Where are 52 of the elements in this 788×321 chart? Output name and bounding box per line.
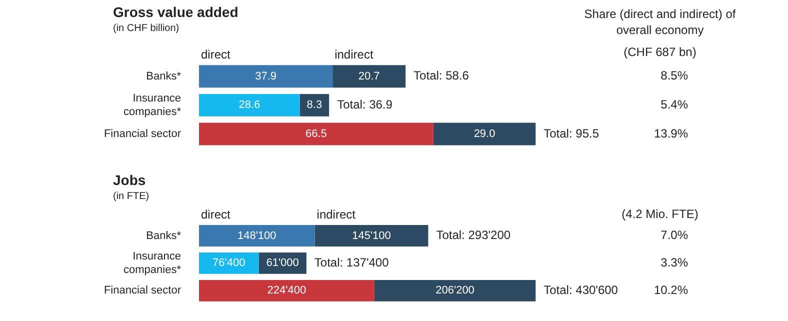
bar — [199, 65, 333, 88]
text: (4.2 Mio. FTE) — [620, 206, 700, 222]
data-label: 224'400 — [267, 284, 306, 297]
bar — [199, 122, 434, 146]
bar — [199, 252, 259, 274]
total-label: Total: 36.9 — [337, 98, 393, 112]
text: Share (direct and indirect) of overall economy — [583, 6, 737, 38]
bar — [433, 122, 536, 146]
data-label: 61'000 — [266, 257, 299, 270]
total-label: Total: 430'600 — [544, 282, 618, 297]
data-label: 8.3 — [306, 99, 322, 112]
data-label: 20.7 — [358, 70, 380, 82]
data-label: 66.5 — [305, 128, 327, 140]
y-tick-label: Financial sector — [104, 128, 182, 140]
text: 5.4% — [660, 98, 688, 112]
y-tick-label: Banks* — [146, 70, 182, 82]
bar — [199, 280, 374, 302]
bar — [314, 225, 428, 246]
bar — [374, 280, 536, 302]
text: 10.2% — [654, 282, 688, 297]
total-label: Total: 58.6 — [414, 68, 470, 83]
series-label: direct — [201, 47, 232, 62]
data-label: 29.0 — [474, 128, 496, 140]
y-tick-label: Financial sector — [104, 284, 182, 297]
series-label: direct — [201, 207, 232, 222]
bar — [199, 94, 300, 116]
y-tick-label: Insurance companies* — [124, 92, 182, 118]
text: 8.5% — [660, 68, 688, 83]
text: 13.9% — [654, 126, 688, 140]
bar — [300, 94, 330, 116]
chart-title: Jobs — [113, 172, 146, 188]
series-label: indirect — [316, 207, 356, 222]
text: (CHF 687 bn) — [622, 44, 698, 60]
series-label: indirect — [334, 47, 374, 62]
text: 7.0% — [660, 228, 688, 242]
y-tick-label: Banks* — [146, 230, 182, 242]
total-label: Total: 137'400 — [314, 256, 390, 270]
data-label: 145'100 — [352, 230, 391, 242]
data-label: 37.9 — [255, 70, 277, 82]
text: 3.3% — [660, 256, 688, 270]
chart-subtitle: (in CHF billion) — [113, 23, 180, 34]
bar — [332, 65, 406, 88]
total-label: Total: 293'200 — [436, 228, 511, 242]
data-label: 148'100 — [237, 230, 276, 242]
data-label: 206'200 — [436, 284, 474, 297]
bar — [199, 225, 315, 246]
y-tick-label: Insurance companies* — [124, 250, 182, 276]
data-label: 28.6 — [238, 99, 260, 112]
data-label: 76'400 — [212, 257, 246, 270]
chart-subtitle: (in FTE) — [113, 191, 150, 202]
total-label: Total: 95.5 — [544, 126, 600, 140]
chart-title: Gross value added — [113, 4, 238, 20]
